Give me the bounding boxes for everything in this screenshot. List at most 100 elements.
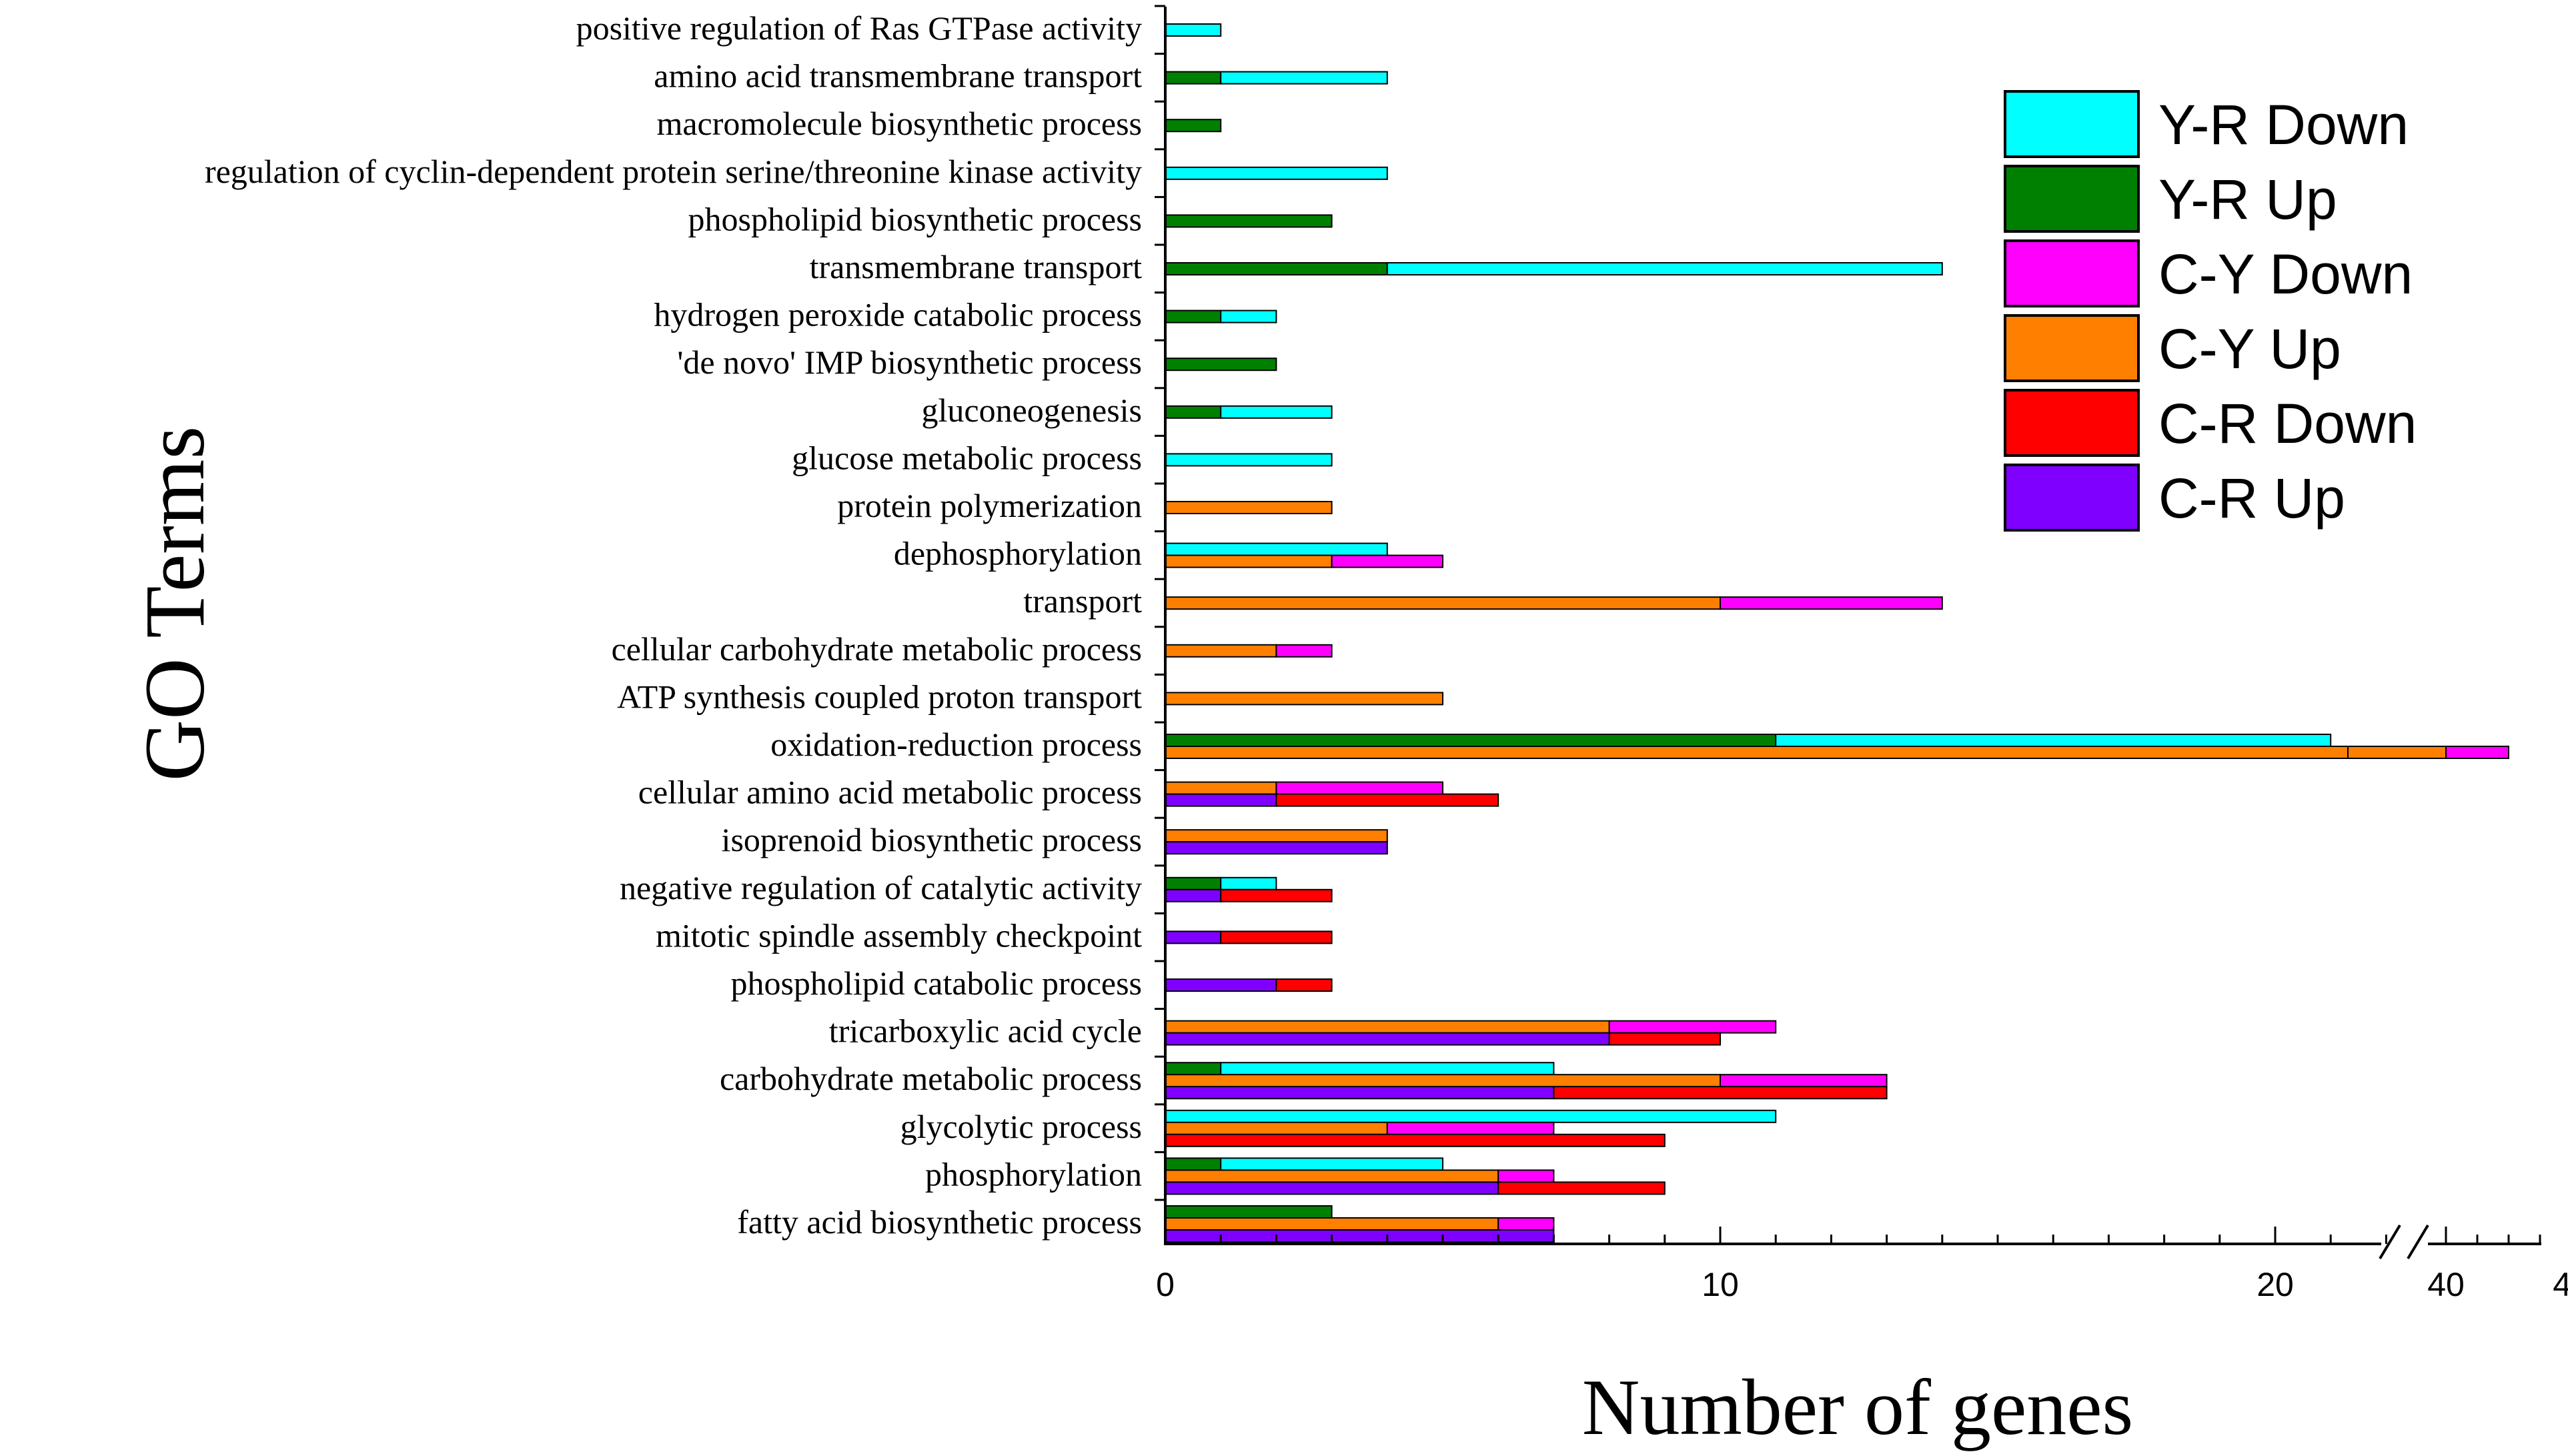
category-label: 'de novo' IMP biosynthetic process [677, 343, 1142, 381]
category-label: cellular amino acid metabolic process [638, 774, 1142, 811]
bar-c-r-down-mitotic-spindle-assembly-checkpoint [1220, 930, 1333, 944]
legend-label-c-r-down: C-R Down [2158, 392, 2417, 455]
bar-c-r-down-cellular-amino-acid-metabolic-process [1275, 793, 1499, 807]
category-label: transmembrane transport [810, 248, 1143, 285]
legend: Y-R Down Y-R Up C-Y Down C-Y Up C-R Down C-R … [2004, 90, 2417, 532]
x-tick-label: 42 [2553, 1266, 2568, 1303]
bar-c-y-down-phosphorylation [1497, 1169, 1555, 1183]
category-label: negative regulation of catalytic activit… [620, 869, 1142, 906]
bar-c-y-down-fatty-acid-biosynthetic-process [1497, 1217, 1555, 1231]
category-label: carbohydrate metabolic process [720, 1060, 1142, 1097]
bar-y-r-up-transmembrane-transport [1165, 262, 1388, 275]
category-label: tricarboxylic acid cycle [829, 1012, 1142, 1050]
bar-c-y-down-transport [1720, 596, 1943, 610]
category-label: cellular carbohydrate metabolic process [612, 630, 1142, 668]
bar-c-r-up-phosphorylation [1165, 1181, 1499, 1195]
bar-y-r-down-regulation-of-cyclin-dependent-protein-serine-threonine-kinase-activity [1165, 166, 1388, 180]
bar-c-y-down-carbohydrate-metabolic-process [1720, 1074, 1888, 1088]
x-tick-label: 10 [1702, 1266, 1739, 1303]
bar-c-y-up-carbohydrate-metabolic-process [1165, 1074, 1721, 1088]
bar-y-r-down-hydrogen-peroxide-catabolic-process [1220, 309, 1277, 323]
x-axis-title: Number of genes [1582, 1363, 2133, 1451]
axis-break-mark [2379, 1224, 2401, 1260]
bar-y-r-up-fatty-acid-biosynthetic-process [1165, 1205, 1333, 1219]
category-label: phospholipid catabolic process [730, 964, 1142, 1002]
bar-c-r-up-cellular-amino-acid-metabolic-process [1165, 793, 1277, 807]
bar-c-y-up-isoprenoid-biosynthetic-process [1165, 829, 1388, 843]
bar-c-y-up-tricarboxylic-acid-cycle [1165, 1020, 1610, 1034]
category-label: transport [1023, 582, 1142, 620]
bar-c-r-up-isoprenoid-biosynthetic-process [1165, 841, 1388, 855]
category-label: dephosphorylation [894, 535, 1142, 572]
bar-c-y-up-atp-synthesis-coupled-proton-transport [1165, 692, 1443, 706]
category-label: positive regulation of Ras GTPase activi… [576, 9, 1142, 47]
bar-c-r-down-glycolytic-process [1165, 1133, 1666, 1147]
bar-c-y-up-transport [1165, 596, 1721, 610]
bar-y-r-up-negative-regulation-of-catalytic-activity [1165, 876, 1222, 890]
bar-c-r-down-tricarboxylic-acid-cycle [1608, 1032, 1722, 1046]
legend-swatch-y-r-up [2004, 165, 2140, 233]
bar-c-y-up-phosphorylation [1165, 1169, 1499, 1183]
bar-y-r-up-phospholipid-biosynthetic-process [1165, 214, 1333, 228]
category-label: glycolytic process [900, 1108, 1142, 1145]
category-label: fatty acid biosynthetic process [737, 1203, 1142, 1241]
bar-c-y-up-oxidation-reduction-process-cont [2347, 746, 2447, 759]
bar-c-y-up-dephosphorylation [1165, 554, 1333, 568]
bar-y-r-down-gluconeogenesis [1220, 405, 1333, 419]
legend-swatch-c-r-up [2004, 464, 2140, 532]
bar-y-r-down-phosphorylation [1220, 1157, 1443, 1171]
bar-c-y-down-oxidation-reduction-process [2445, 746, 2509, 759]
category-label: amino acid transmembrane transport [654, 57, 1142, 95]
axis-break-mark [2407, 1224, 2429, 1260]
x-tick-label: 20 [2257, 1266, 2294, 1303]
category-label: isoprenoid biosynthetic process [722, 821, 1142, 858]
bar-y-r-up-phosphorylation [1165, 1157, 1222, 1171]
legend-label-y-r-up: Y-R Up [2158, 168, 2337, 231]
bar-c-r-down-phospholipid-catabolic-process [1275, 978, 1333, 992]
category-label: mitotic spindle assembly checkpoint [656, 916, 1142, 954]
bar-y-r-down-glycolytic-process [1165, 1109, 1777, 1123]
bar-y-r-up-macromolecule-biosynthetic-process [1165, 119, 1222, 133]
bar-c-r-up-phospholipid-catabolic-process [1165, 978, 1277, 992]
bar-c-y-up-fatty-acid-biosynthetic-process [1165, 1217, 1499, 1231]
x-tick-label: 0 [1156, 1266, 1175, 1303]
category-label: glucose metabolic process [792, 439, 1142, 476]
bar-y-r-down-negative-regulation-of-catalytic-activity [1220, 876, 1277, 890]
category-label: gluconeogenesis [922, 392, 1142, 429]
bar-c-y-down-glycolytic-process [1386, 1121, 1555, 1135]
category-label: macromolecule biosynthetic process [656, 105, 1142, 142]
bar-y-r-down-oxidation-reduction-process [1775, 734, 2332, 747]
legend-label-y-r-down: Y-R Down [2158, 93, 2409, 156]
category-label: hydrogen peroxide catabolic process [654, 296, 1142, 333]
category-label: protein polymerization [837, 487, 1142, 524]
legend-swatch-y-r-down [2004, 90, 2140, 158]
legend-swatch-c-y-down [2004, 239, 2140, 307]
category-label: ATP synthesis coupled proton transport [617, 678, 1142, 715]
bar-y-r-up-gluconeogenesis [1165, 405, 1222, 419]
legend-label-c-r-up: C-R Up [2158, 467, 2345, 530]
bar-c-y-down-cellular-amino-acid-metabolic-process [1275, 781, 1444, 795]
bar-c-y-up-cellular-amino-acid-metabolic-process [1165, 781, 1277, 795]
bar-y-r-up-de-novo-imp-biosynthetic-process [1165, 357, 1277, 372]
bar-y-r-down-transmembrane-transport [1386, 262, 1943, 275]
bar-c-y-down-cellular-carbohydrate-metabolic-process [1275, 644, 1333, 658]
category-label: regulation of cyclin-dependent protein s… [205, 153, 1142, 190]
axes: 0 10 20 40 42 [1155, 5, 2568, 1303]
bar-y-r-down-dephosphorylation [1165, 542, 1388, 556]
category-label: phospholipid biosynthetic process [688, 200, 1143, 237]
bar-c-y-down-tricarboxylic-acid-cycle [1608, 1020, 1777, 1034]
legend-label-c-y-up: C-Y Up [2158, 317, 2341, 380]
bar-c-y-down-dephosphorylation [1331, 554, 1443, 568]
bar-c-r-down-negative-regulation-of-catalytic-activity [1220, 888, 1333, 902]
bar-c-r-up-mitotic-spindle-assembly-checkpoint [1165, 930, 1222, 944]
bar-y-r-down-amino-acid-transmembrane-transport [1220, 71, 1388, 85]
bar-c-r-up-carbohydrate-metabolic-process [1165, 1086, 1555, 1100]
bar-y-r-down-glucose-metabolic-process [1165, 453, 1333, 467]
bar-y-r-up-carbohydrate-metabolic-process [1165, 1062, 1222, 1076]
legend-swatch-c-y-up [2004, 314, 2140, 382]
legend-swatch-c-r-down [2004, 389, 2140, 457]
bar-c-y-up-glycolytic-process [1165, 1121, 1388, 1135]
y-axis-title: GO Terms [127, 426, 222, 782]
x-tick-label: 40 [2427, 1266, 2465, 1303]
